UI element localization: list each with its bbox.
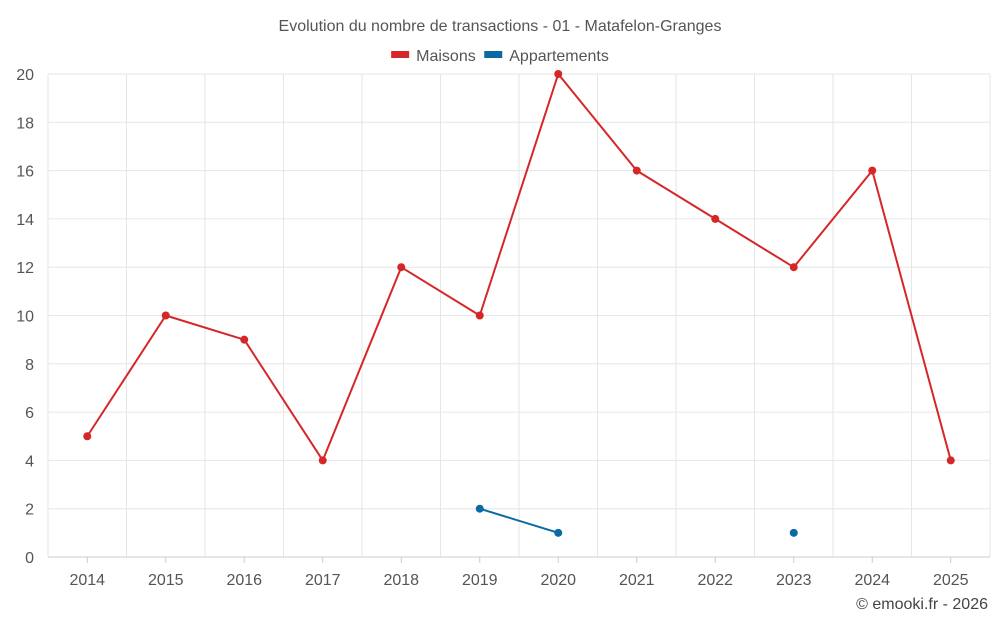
y-tick-label: 12 [16, 260, 34, 277]
data-point [632, 166, 641, 175]
legend-item-maisons: Maisons [391, 48, 476, 65]
y-tick-label: 14 [16, 212, 34, 229]
legend-swatch [484, 51, 503, 58]
x-axis-ticks: 2014 2015 2016 2017 2018 2019 2020 2021 2022 2023… [69, 557, 969, 589]
data-point [554, 70, 563, 78]
y-axis-ticks: 0 2 4 6 8 10 12 14 16 18 20 [16, 67, 34, 567]
series-layer [83, 70, 955, 537]
data-point [240, 335, 249, 344]
x-tick-label: 2024 [854, 572, 890, 589]
y-tick-label: 20 [16, 67, 34, 84]
x-tick-label: 2017 [305, 572, 341, 589]
x-tick-label: 2014 [69, 572, 105, 589]
x-tick-label: 2020 [540, 572, 576, 589]
data-point [789, 528, 798, 537]
chart-title: Evolution du nombre de transactions - 01… [279, 18, 722, 35]
y-tick-label: 10 [16, 309, 34, 326]
y-tick-label: 2 [25, 502, 34, 519]
legend-label: Maisons [416, 48, 476, 65]
data-point [554, 528, 563, 537]
y-tick-label: 8 [25, 357, 34, 374]
series-line [479, 507, 559, 534]
series-line [86, 73, 952, 462]
x-tick-label: 2019 [462, 572, 498, 589]
x-tick-label: 2016 [226, 572, 262, 589]
x-tick-label: 2021 [619, 572, 655, 589]
data-point [475, 504, 484, 513]
data-point [868, 166, 877, 175]
legend-label: Appartements [509, 48, 609, 65]
data-point [946, 456, 955, 465]
series-maisons [83, 70, 955, 465]
y-tick-label: 18 [16, 115, 34, 132]
grid [47, 73, 991, 558]
y-tick-label: 6 [25, 405, 34, 422]
credit-text: © emooki.fr - 2026 [856, 596, 988, 613]
x-tick-label: 2022 [697, 572, 733, 589]
x-tick-label: 2018 [383, 572, 419, 589]
series-appartements [475, 504, 798, 537]
y-tick-label: 0 [25, 550, 34, 567]
data-point [789, 263, 798, 272]
legend: Maisons Appartements [391, 48, 609, 65]
data-point [161, 311, 170, 320]
y-tick-label: 16 [16, 164, 34, 181]
data-point [475, 311, 484, 320]
y-tick-label: 4 [25, 453, 34, 470]
legend-item-appartements: Appartements [484, 48, 609, 65]
data-point [397, 263, 406, 272]
data-point [711, 214, 720, 223]
x-tick-label: 2015 [148, 572, 184, 589]
data-point [318, 456, 327, 465]
x-tick-label: 2023 [776, 572, 812, 589]
legend-swatch [391, 51, 410, 58]
x-tick-label: 2025 [933, 572, 969, 589]
data-point [83, 432, 92, 441]
